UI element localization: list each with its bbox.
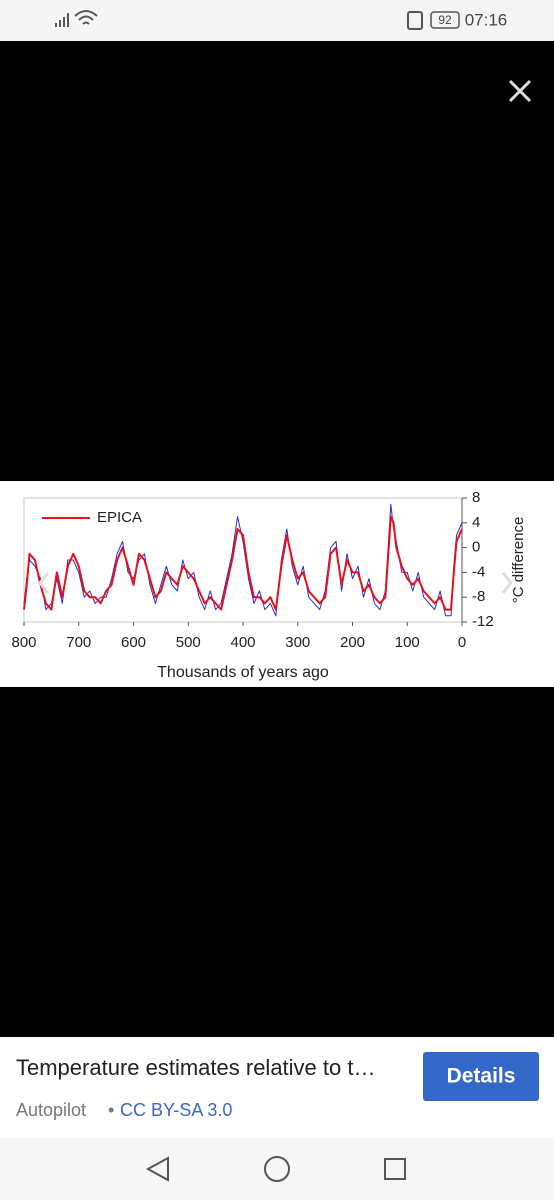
x-tick-label: 700 [66,634,91,651]
back-button[interactable] [145,1156,169,1182]
legend-label: EPICA [97,509,142,526]
signal-icon [55,13,69,27]
y-tick-label: -12 [472,613,494,630]
caption-title[interactable]: Temperature estimates relative to t… [16,1055,375,1080]
x-tick-label: 400 [230,634,255,651]
prev-button[interactable] [38,572,50,594]
nav-bar [0,1138,554,1200]
x-tick-label: 600 [121,634,146,651]
caption-license[interactable]: CC BY-SA 3.0 [120,1100,232,1120]
battery-icon [430,11,460,29]
details-button[interactable] [423,1052,539,1101]
y-tick-label: 8 [472,489,480,506]
y-tick-label: -4 [472,563,485,580]
x-tick-label: 800 [11,634,36,651]
nfc-icon [407,11,423,30]
battery-level: 92 [438,13,452,27]
wifi-icon [74,10,98,25]
x-tick-label: 300 [285,634,310,651]
caption-author: Autopilot [16,1100,86,1120]
details-label[interactable]: Details [447,1065,516,1088]
y-tick-label: -8 [472,588,485,605]
next-button[interactable] [501,572,513,594]
caption-separator: • [108,1100,114,1120]
close-button[interactable] [508,79,532,103]
y-tick-label: 4 [472,514,480,531]
y-tick-label: 0 [472,539,480,556]
x-axis-label: Thousands of years ago [157,664,329,681]
x-tick-label: 500 [176,634,201,651]
chart: 8 4 0 -4 -8 -12 800 700 600 500 400 300 200 100 0 Thous… [11,489,526,681]
home-button[interactable] [264,1156,290,1182]
recents-button[interactable] [384,1158,406,1180]
x-tick-label: 200 [340,634,365,651]
y-axis-label: °C difference [510,517,527,604]
x-tick-label: 0 [458,634,466,651]
clock: 07:16 [465,10,508,29]
x-tick-label: 100 [395,634,420,651]
series-line [23,515,463,611]
